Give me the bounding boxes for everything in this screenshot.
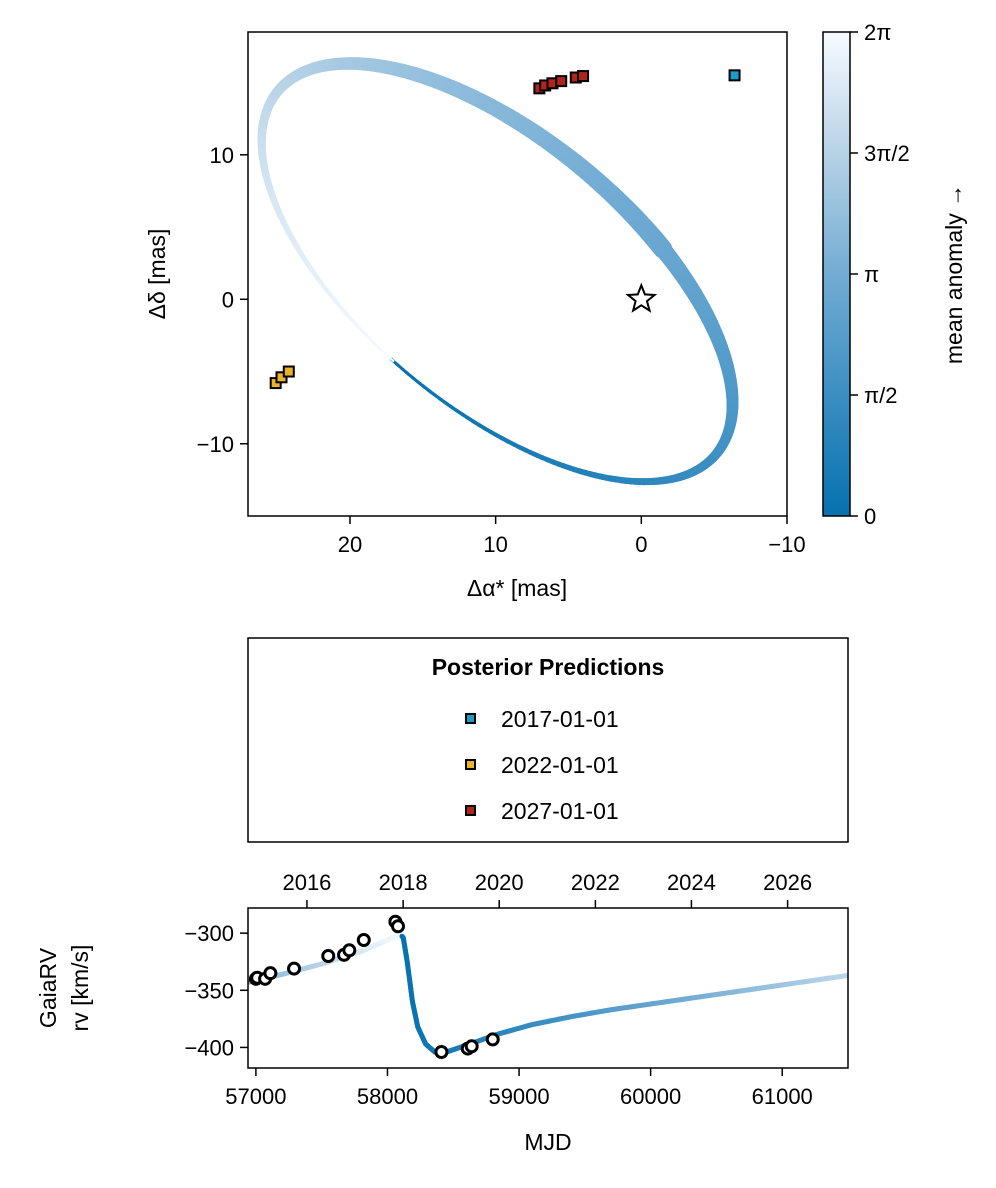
rv-panel: 57000 58000 59000 60000 61000 −300 −350 −400 2…: [35, 870, 849, 1155]
rv-x-tick-label: 59000: [488, 1084, 549, 1109]
colorbar-tick-label: 0: [864, 504, 876, 529]
astrometry-point: [282, 365, 295, 378]
astrometry-x-label: Δα* [mas]: [467, 575, 567, 601]
astrometry-points: [269, 69, 741, 390]
x-tick-label: 20: [338, 532, 362, 557]
rv-point: [263, 966, 278, 981]
astrometry-plot-area: [257, 57, 741, 486]
rv-x-tick-label: 57000: [225, 1084, 286, 1109]
astrometry-point: [577, 70, 590, 83]
legend-title: Posterior Predictions: [432, 654, 665, 680]
x-tick-label: 0: [635, 532, 647, 557]
rv-top-year-ticks: 2016 2018 2020 2022 2024 2026: [282, 870, 812, 908]
colorbar: 0 π/2 π 3π/2 2π mean anomaly →: [822, 20, 967, 529]
legend-marker: [465, 713, 476, 724]
year-tick-label: 2020: [475, 870, 524, 895]
rv-x-ticks: 57000 58000 59000 60000 61000: [225, 1068, 813, 1109]
colorbar-tick-label: π/2: [864, 383, 898, 408]
rv-y-tick-label: −350: [184, 978, 234, 1003]
rv-frame: [247, 907, 849, 1069]
colorbar-ticks: 0 π/2 π 3π/2 2π: [850, 20, 910, 529]
orbit-segment: [385, 353, 395, 363]
rv-plot-area: [248, 914, 848, 1059]
rv-point: [287, 961, 302, 976]
rv-y-label-line2: rv [km/s]: [67, 945, 93, 1032]
astrometry-point: [728, 69, 741, 82]
host-star-marker: [625, 282, 658, 313]
x-tick-label: −10: [768, 532, 805, 557]
rv-y-tick-label: −300: [184, 921, 234, 946]
rv-x-tick-label: 61000: [752, 1084, 813, 1109]
legend-entries: 2017-01-01 2022-01-01 2027-01-01: [465, 706, 619, 824]
year-tick-label: 2022: [571, 870, 620, 895]
rv-point: [342, 943, 357, 958]
y-tick-label: 0: [222, 287, 234, 312]
rv-point: [391, 919, 405, 934]
astrometry-y-label: Δδ [mas]: [144, 229, 170, 320]
rv-y-tick-label: −400: [184, 1035, 234, 1060]
year-tick-label: 2026: [763, 870, 812, 895]
astrometry-frame: [247, 31, 788, 517]
star-marker: [625, 282, 658, 313]
legend-frame: [247, 637, 849, 843]
rv-point: [321, 949, 336, 963]
rv-point: [464, 1039, 479, 1054]
y-tick-label: −10: [197, 432, 234, 457]
year-tick-label: 2024: [667, 870, 716, 895]
rv-point: [356, 933, 371, 947]
x-tick-label: 10: [483, 532, 507, 557]
astrometry-point: [555, 75, 568, 88]
legend-entry-label: 2027-01-01: [501, 798, 619, 824]
y-tick-label: 10: [210, 143, 234, 168]
rv-point: [434, 1045, 449, 1059]
rv-x-tick-label: 60000: [620, 1084, 681, 1109]
rv-model-curve: [248, 930, 848, 1056]
legend-marker: [465, 805, 476, 816]
colorbar-tick-label: 3π/2: [864, 141, 910, 166]
colorbar-tick-label: π: [864, 262, 879, 287]
rv-y-ticks: −300 −350 −400: [184, 921, 248, 1060]
astrometry-x-ticks: 20 10 0 −10: [338, 516, 806, 557]
legend-marker: [465, 759, 476, 770]
rv-x-tick-label: 58000: [357, 1084, 418, 1109]
rv-point: [485, 1032, 500, 1047]
rv-y-label-line1: GaiaRV: [35, 947, 61, 1028]
colorbar-tick-label: 2π: [864, 20, 891, 45]
astrometry-panel: 20 10 0 −10 10 0 −10 Δα* [mas] Δδ [mas]: [144, 31, 806, 601]
colorbar-label: mean anomaly →: [941, 184, 967, 364]
legend-entry-label: 2022-01-01: [501, 752, 619, 778]
colorbar-gradient: [822, 31, 851, 517]
legend-entry-label: 2017-01-01: [501, 706, 619, 732]
rv-x-label: MJD: [524, 1129, 571, 1155]
year-tick-label: 2018: [379, 870, 428, 895]
legend: Posterior Predictions 2017-01-01 2022-01-…: [247, 637, 849, 843]
rv-points: [248, 914, 500, 1059]
orbit-track: [257, 57, 739, 486]
year-tick-label: 2016: [282, 870, 331, 895]
astrometry-y-ticks: 10 0 −10: [197, 143, 248, 457]
